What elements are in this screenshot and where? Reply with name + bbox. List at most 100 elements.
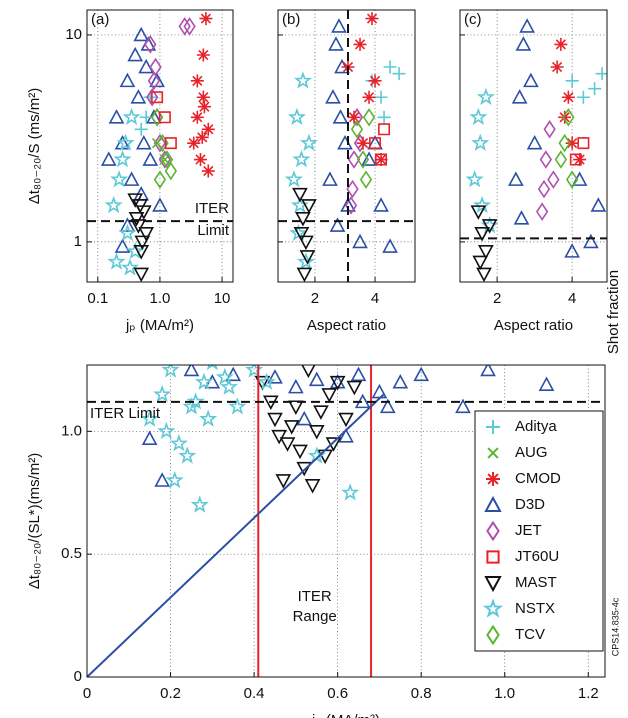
data-point: [133, 267, 150, 282]
data-point: [535, 202, 549, 221]
data-point: [283, 420, 300, 435]
data-point: [119, 217, 136, 232]
legend-label: Aditya: [515, 418, 557, 435]
x-axis-label: Aspect ratio: [494, 317, 573, 334]
data-point: [383, 60, 397, 74]
data-point: [149, 57, 162, 77]
data-point: [543, 120, 556, 139]
limit-label: ITER: [195, 200, 229, 217]
data-point: [595, 67, 607, 81]
plot-frame: [86, 9, 234, 283]
data-point: [538, 376, 555, 391]
plot-frame: [459, 9, 608, 283]
data-point: [469, 107, 488, 125]
data-point: [476, 87, 495, 105]
data-point: [523, 72, 539, 88]
data-point: [153, 133, 167, 153]
data-point: [157, 421, 176, 440]
data-point: [558, 133, 571, 153]
data-point: [465, 170, 484, 188]
data-point: [550, 60, 564, 74]
data-point: [118, 223, 137, 242]
data-point: [373, 197, 389, 212]
data-point: [190, 110, 204, 124]
data-point: [190, 74, 204, 88]
data-point: [308, 371, 325, 387]
data-point: [346, 380, 363, 396]
data-point: [511, 89, 528, 104]
data-point: [122, 107, 141, 125]
data-point: [292, 187, 308, 203]
data-point: [377, 110, 391, 124]
data-point: [164, 161, 178, 181]
legend-label: MAST: [515, 574, 557, 591]
data-point: [183, 17, 196, 36]
data-point: [474, 227, 490, 242]
data-point: [187, 136, 201, 150]
data-point: [573, 153, 587, 167]
data-point: [271, 429, 288, 445]
data-point: [359, 170, 373, 189]
data-point: [134, 122, 148, 136]
y-tick-label: 1: [74, 233, 82, 250]
plot-area: [460, 10, 607, 282]
x-tick-label: 0.2: [160, 685, 181, 702]
data-point: [325, 437, 342, 452]
x-axis-label: Aspect ratio: [307, 317, 386, 334]
data-point: [288, 378, 304, 394]
y-tick-label: 1.0: [61, 422, 82, 439]
figure-id: CPS14.835-4c: [610, 597, 620, 656]
data-point: [288, 400, 304, 415]
data-point: [296, 461, 313, 477]
data-point: [165, 470, 184, 489]
data-point: [108, 109, 125, 124]
data-point: [206, 365, 218, 371]
data-point: [267, 412, 283, 428]
data-point: [138, 227, 154, 242]
data-point: [279, 437, 296, 452]
data-point: [577, 137, 590, 150]
data-point: [293, 71, 312, 89]
data-point: [161, 365, 180, 378]
data-point: [228, 397, 247, 415]
data-point: [160, 150, 174, 169]
data-point: [154, 472, 171, 487]
data-point: [299, 250, 316, 265]
data-point: [519, 18, 535, 33]
data-point: [299, 133, 318, 151]
data-point: [110, 170, 129, 188]
data-point: [120, 258, 140, 276]
data-point: [362, 90, 376, 104]
legend-marker: [482, 598, 504, 618]
data-point: [142, 151, 159, 166]
x-tick-label: 0.1: [87, 290, 108, 307]
data-point: [116, 133, 135, 151]
y-axis-label: Δt₈₀₋₂₀/S (ms/m²): [26, 88, 43, 205]
data-point: [478, 245, 494, 260]
data-point: [199, 12, 213, 26]
x-tick-label: 0.6: [327, 685, 348, 702]
data-point: [562, 108, 575, 127]
data-point: [329, 375, 346, 391]
data-point: [350, 120, 364, 139]
range-label: Range: [293, 608, 337, 625]
data-point: [413, 366, 430, 382]
x-tick-label: 1.0: [494, 685, 515, 702]
data-point: [371, 383, 388, 399]
data-point: [313, 405, 329, 420]
data-point: [375, 153, 388, 166]
data-point: [123, 171, 140, 186]
data-point: [194, 372, 214, 390]
data-point: [119, 72, 136, 88]
data-point: [481, 219, 498, 234]
x-tick-label: 0.4: [244, 685, 265, 702]
data-point: [194, 153, 208, 167]
data-point: [378, 123, 391, 136]
data-point: [325, 89, 341, 104]
data-point: [332, 109, 349, 124]
plot-area: [87, 10, 233, 282]
data-point: [526, 134, 543, 150]
data-point: [338, 428, 354, 443]
data-point: [480, 365, 496, 377]
data-point: [301, 365, 316, 379]
